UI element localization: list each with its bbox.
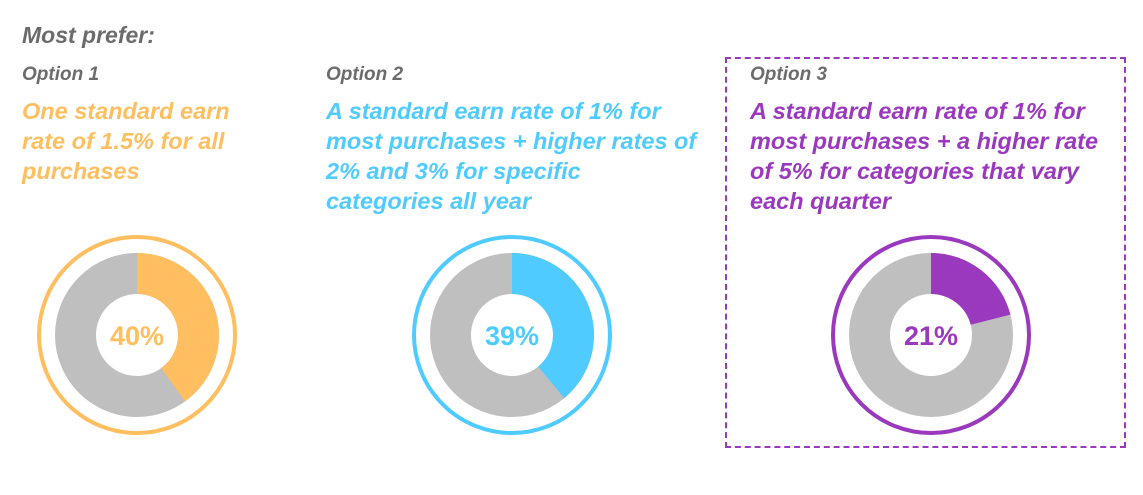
option-2-outer-ring: [412, 235, 612, 435]
option-1-outer-ring: [37, 235, 237, 435]
option-2-description: A standard earn rate of 1% for most purc…: [326, 98, 697, 214]
option-3-value-slice: [931, 253, 1011, 325]
option-2-label: Option 2: [326, 64, 404, 85]
option-1-percent-label: 40%: [110, 321, 164, 351]
highlight-box-option-3: [725, 57, 1126, 448]
option-1-label: Option 1: [22, 64, 100, 85]
option-3-outer-ring: [831, 235, 1031, 435]
option-2-value-slice: [512, 253, 594, 399]
option-2-percent-label: 39%: [485, 321, 539, 351]
option-3-label: Option 3: [750, 64, 828, 85]
option-3-description: A standard earn rate of 1% for most purc…: [750, 98, 1099, 214]
option-1-value-slice: [137, 253, 219, 402]
option-1-description: One standard earn rate of 1.5% for all p…: [22, 98, 230, 184]
header-title: Most prefer:: [22, 22, 155, 48]
option-3-percent-label: 21%: [904, 321, 958, 351]
